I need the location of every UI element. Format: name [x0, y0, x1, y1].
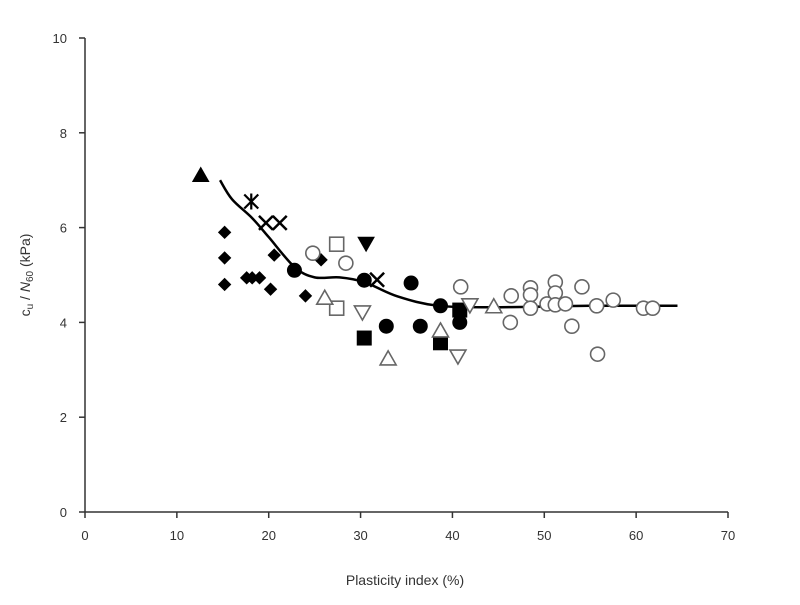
data-point-circle-open [452, 279, 469, 295]
data-point-triangle-up-open [431, 321, 450, 338]
y-tick-label: 0 [60, 505, 67, 520]
x-axis-label: Plasticity index (%) [346, 572, 464, 588]
data-point-circle-open [502, 314, 519, 331]
data-point-circle-open [574, 279, 590, 295]
tick-labels: 0 10 20 30 40 50 60 70 0 2 4 6 8 10 [53, 31, 736, 543]
data-point-diamond-filled [267, 248, 281, 262]
data-point-diamond-filled [217, 225, 232, 240]
data-point-triangle-down-open [448, 349, 468, 366]
y-tick-label: 4 [60, 315, 67, 330]
y-tick-label: 2 [60, 410, 67, 425]
data-point-triangle-up-open [378, 349, 398, 366]
y-label-n-sub: 60 [25, 270, 36, 282]
data-point-triangle-down-filled [357, 236, 375, 253]
x-tick-label: 0 [81, 528, 88, 543]
y-tick-label: 10 [53, 31, 67, 46]
data-point-circle-filled [432, 298, 448, 314]
data-point-diamond-filled [217, 277, 232, 292]
data-point-circle-open [338, 255, 354, 271]
data-point-square-filled [432, 335, 448, 351]
y-tick-label: 6 [60, 221, 67, 236]
y-tick-label: 8 [60, 126, 67, 141]
y-axis-label: cu / N60 (kPa) [17, 234, 36, 317]
data-point-circle-open [589, 346, 606, 362]
data-point-square-filled [356, 330, 372, 346]
data-point-triangle-up-filled [191, 166, 210, 182]
trend-curve [218, 179, 678, 309]
data-point-diamond-filled [263, 282, 278, 296]
data-point-circle-open [305, 245, 321, 261]
data-point-asterisk [243, 193, 260, 210]
x-tick-label: 70 [721, 528, 735, 543]
x-tick-label: 20 [261, 528, 275, 543]
y-label-base: c [17, 309, 33, 316]
data-point-circle-filled [403, 275, 419, 291]
data-point-circle-filled [286, 262, 302, 278]
data-point-circle-open [588, 298, 605, 314]
data-point-circle-filled [356, 272, 372, 288]
axes [79, 37, 729, 518]
data-point-diamond-filled [252, 271, 267, 285]
data-points [191, 166, 661, 366]
data-point-triangle-up-open [484, 297, 504, 314]
data-point-circle-filled [378, 318, 394, 334]
y-label-n: N [17, 281, 33, 292]
data-point-circle-open [522, 287, 539, 303]
data-point-circle-open [503, 288, 520, 304]
x-tick-label: 60 [629, 528, 643, 543]
x-tick-label: 10 [170, 528, 184, 543]
data-point-triangle-down-open [460, 298, 480, 315]
data-point-cross [271, 214, 288, 231]
data-point-diamond-filled [217, 251, 232, 265]
x-tick-label: 30 [353, 528, 367, 543]
x-tick-label: 40 [445, 528, 459, 543]
data-point-circle-open [557, 296, 574, 312]
data-point-circle-filled [412, 318, 428, 334]
data-point-circle-open [564, 318, 580, 334]
data-point-diamond-filled [298, 289, 313, 303]
data-point-circle-open [605, 292, 621, 308]
data-point-circle-open [522, 300, 539, 316]
y-label-sep: / [17, 292, 33, 304]
data-point-cross [258, 214, 274, 231]
data-point-cross [369, 271, 385, 288]
x-tick-label: 50 [537, 528, 551, 543]
y-label-unit: (kPa) [17, 234, 33, 271]
data-point-triangle-down-open [353, 305, 372, 322]
data-point-square-filled [452, 302, 468, 318]
data-point-square-open [328, 236, 345, 252]
y-label-base-sub: u [25, 304, 36, 310]
data-point-triangle-up-open [315, 288, 335, 306]
data-point-circle-open [644, 300, 661, 316]
